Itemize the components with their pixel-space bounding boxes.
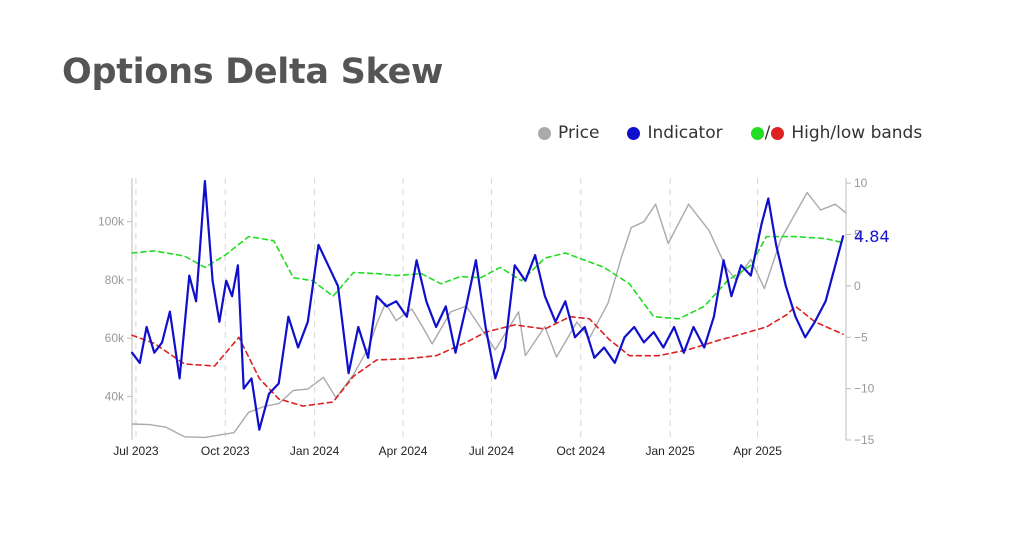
chart-tick-labels: Jul 2023 Oct 2023 Jan 2024 Apr 2024 Jul 2024…	[98, 176, 890, 458]
x-tick-label: Apr 2025	[733, 444, 782, 458]
left-tick-label: 100k	[98, 215, 125, 229]
legend-label-indicator: Indicator	[647, 123, 723, 143]
series-line-price	[131, 191, 847, 439]
left-tick-label: 80k	[105, 273, 125, 287]
x-tick-label: Jul 2023	[113, 444, 159, 458]
right-tick-label: 5	[854, 228, 861, 242]
right-tick-label: 10	[854, 176, 868, 190]
legend-item-price[interactable]: Price	[538, 123, 599, 143]
high-band-dot-icon	[750, 126, 764, 140]
series-line-low-band	[131, 305, 844, 407]
right-tick-label: −15	[854, 433, 875, 447]
right-tick-label: 0	[854, 279, 861, 293]
page-title: Options Delta Skew	[62, 52, 444, 92]
x-tick-label: Jan 2025	[645, 444, 695, 458]
x-tick-label: Jul 2024	[469, 444, 515, 458]
x-tick-label: Oct 2023	[201, 444, 250, 458]
right-tick-label: −5	[854, 330, 868, 344]
series-line-high-band	[131, 235, 844, 320]
legend-item-bands[interactable]: / High/low bands	[750, 123, 923, 143]
legend-item-indicator[interactable]: Indicator	[627, 123, 723, 143]
left-tick-label: 40k	[105, 389, 125, 403]
chart-series	[130, 180, 847, 439]
chart-legend: Price Indicator / High/low bands	[538, 121, 922, 145]
legend-slash: /	[764, 123, 771, 143]
legend-label-bands: High/low bands	[791, 123, 923, 143]
indicator-dot-icon	[627, 126, 641, 140]
x-tick-label: Jan 2024	[290, 444, 340, 458]
legend-label-price: Price	[558, 123, 600, 143]
x-tick-label: Oct 2024	[556, 444, 605, 458]
chart-axes	[127, 178, 851, 441]
x-tick-label: Apr 2024	[379, 444, 428, 458]
right-tick-label: −10	[854, 382, 875, 396]
series-line-indicator	[130, 180, 845, 431]
low-band-dot-icon	[771, 126, 785, 140]
indicator-last-value-label: 4.84	[854, 227, 890, 246]
price-dot-icon	[538, 126, 551, 140]
left-tick-label: 60k	[105, 331, 125, 345]
